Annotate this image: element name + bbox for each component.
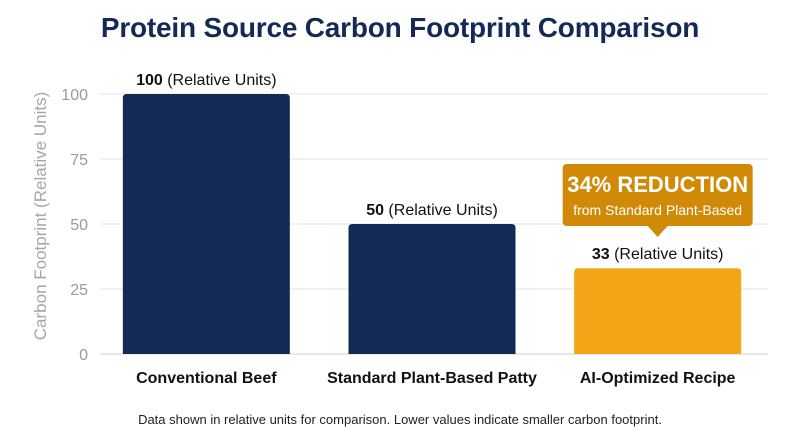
callout-title: 34% REDUCTION	[567, 172, 748, 197]
y-tick-label: 25	[70, 282, 88, 299]
chart-title: Protein Source Carbon Footprint Comparis…	[100, 12, 700, 43]
bar-value-labels: 100 (Relative Units) 50 (Relative Units) 3…	[136, 72, 723, 263]
x-tick-label: AI-Optimized Recipe	[580, 370, 736, 387]
bars	[122, 94, 742, 354]
reduction-callout: 34% REDUCTION from Standard Plant-Based	[562, 164, 753, 237]
bar-value-label: 100 (Relative Units)	[136, 72, 277, 89]
footnote: Data shown in relative units for compari…	[138, 412, 662, 427]
callout-subtitle: from Standard Plant-Based	[573, 202, 742, 218]
y-axis-label: Carbon Footprint (Relative Units)	[31, 92, 50, 340]
bar-conventional-beef	[122, 94, 290, 354]
callout-box	[562, 164, 753, 226]
y-tick-label: 100	[61, 87, 88, 104]
bar-value-label: 50 (Relative Units)	[366, 202, 498, 219]
y-tick-label: 75	[70, 152, 88, 169]
x-axis: Conventional Beef Standard Plant-Based Pa…	[136, 370, 735, 387]
y-tick-label: 0	[79, 347, 88, 364]
x-tick-label: Conventional Beef	[136, 370, 277, 387]
bar-standard-plant-based-patty	[348, 224, 516, 354]
y-tick-label: 50	[70, 217, 88, 234]
bar-ai-optimized-recipe	[574, 268, 742, 354]
callout-pointer	[647, 226, 668, 237]
x-tick-label: Standard Plant-Based Patty	[327, 370, 537, 387]
y-axis: 0 25 50 75 100 Carbon Footprint (Relative Uni…	[31, 87, 88, 364]
bar-value-label: 33 (Relative Units)	[592, 246, 724, 263]
